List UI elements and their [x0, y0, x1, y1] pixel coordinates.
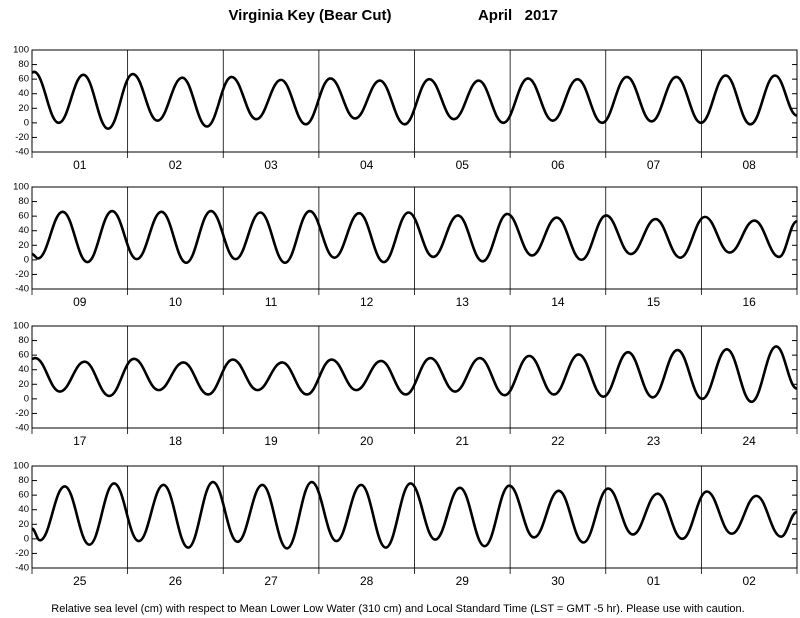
x-tick-label: 09 — [73, 295, 87, 309]
x-tick-label: 01 — [73, 158, 87, 172]
tide-line — [31, 70, 798, 130]
x-tick-label: 25 — [73, 574, 87, 588]
x-tick-label: 30 — [551, 574, 565, 588]
y-tick-label: -40 — [15, 147, 29, 158]
y-tick-label: 20 — [18, 379, 29, 390]
y-tick-label: 20 — [18, 240, 29, 251]
tide-line — [31, 209, 798, 265]
x-tick-label: 05 — [456, 158, 470, 172]
x-tick-label: 17 — [73, 434, 87, 448]
y-tick-label: -20 — [15, 408, 29, 419]
y-tick-label: 80 — [18, 59, 29, 70]
x-tick-label: 03 — [264, 158, 278, 172]
y-tick-label: 0 — [24, 533, 29, 544]
x-tick-label: 07 — [647, 158, 661, 172]
y-tick-label: 0 — [24, 393, 29, 404]
x-tick-label: 16 — [743, 295, 757, 309]
y-tick-label: 60 — [18, 350, 29, 361]
y-tick-label: 80 — [18, 335, 29, 346]
x-tick-label: 24 — [743, 434, 757, 448]
y-tick-label: 60 — [18, 74, 29, 85]
x-tick-label: 15 — [647, 295, 661, 309]
x-tick-label: 02 — [743, 574, 757, 588]
x-tick-label: 26 — [169, 574, 183, 588]
x-tick-label: 10 — [169, 295, 183, 309]
y-tick-label: -40 — [15, 423, 29, 434]
y-tick-label: 40 — [18, 88, 29, 99]
x-tick-label: 20 — [360, 434, 374, 448]
x-tick-label: 14 — [551, 295, 565, 309]
y-tick-label: 40 — [18, 504, 29, 515]
y-tick-label: -40 — [15, 563, 29, 574]
y-tick-label: 100 — [13, 461, 29, 472]
x-tick-label: 22 — [551, 434, 565, 448]
x-tick-label: 13 — [456, 295, 470, 309]
y-tick-label: 100 — [13, 45, 29, 56]
y-tick-label: 40 — [18, 364, 29, 375]
y-tick-label: 80 — [18, 475, 29, 486]
y-tick-label: -40 — [15, 284, 29, 295]
x-tick-label: 06 — [551, 158, 565, 172]
x-tick-label: 19 — [264, 434, 278, 448]
x-tick-label: 18 — [169, 434, 183, 448]
x-tick-label: 28 — [360, 574, 374, 588]
chart-date: April 2017 — [478, 7, 558, 24]
y-tick-label: 40 — [18, 225, 29, 236]
x-tick-label: 04 — [360, 158, 374, 172]
chart-title: Virginia Key (Bear Cut) — [228, 7, 391, 24]
x-tick-label: 02 — [169, 158, 183, 172]
x-tick-label: 21 — [456, 434, 470, 448]
y-tick-label: 20 — [18, 103, 29, 114]
y-tick-label: 80 — [18, 196, 29, 207]
y-tick-label: 0 — [24, 117, 29, 128]
y-tick-label: 100 — [13, 321, 29, 332]
y-tick-label: 20 — [18, 519, 29, 530]
y-tick-label: 100 — [13, 182, 29, 193]
x-tick-label: 29 — [456, 574, 470, 588]
x-tick-label: 08 — [743, 158, 757, 172]
x-tick-label: 11 — [265, 295, 278, 309]
x-tick-label: 01 — [647, 574, 661, 588]
y-tick-label: -20 — [15, 269, 29, 280]
y-tick-label: -20 — [15, 548, 29, 559]
y-tick-label: 60 — [18, 490, 29, 501]
tide-line — [31, 345, 798, 404]
footnote: Relative sea level (cm) with respect to … — [51, 603, 744, 615]
x-tick-label: 12 — [360, 295, 374, 309]
tide-line — [31, 480, 798, 550]
y-tick-label: 0 — [24, 254, 29, 265]
x-tick-label: 23 — [647, 434, 661, 448]
y-tick-label: 60 — [18, 211, 29, 222]
x-tick-label: 27 — [264, 574, 278, 588]
y-tick-label: -20 — [15, 132, 29, 143]
